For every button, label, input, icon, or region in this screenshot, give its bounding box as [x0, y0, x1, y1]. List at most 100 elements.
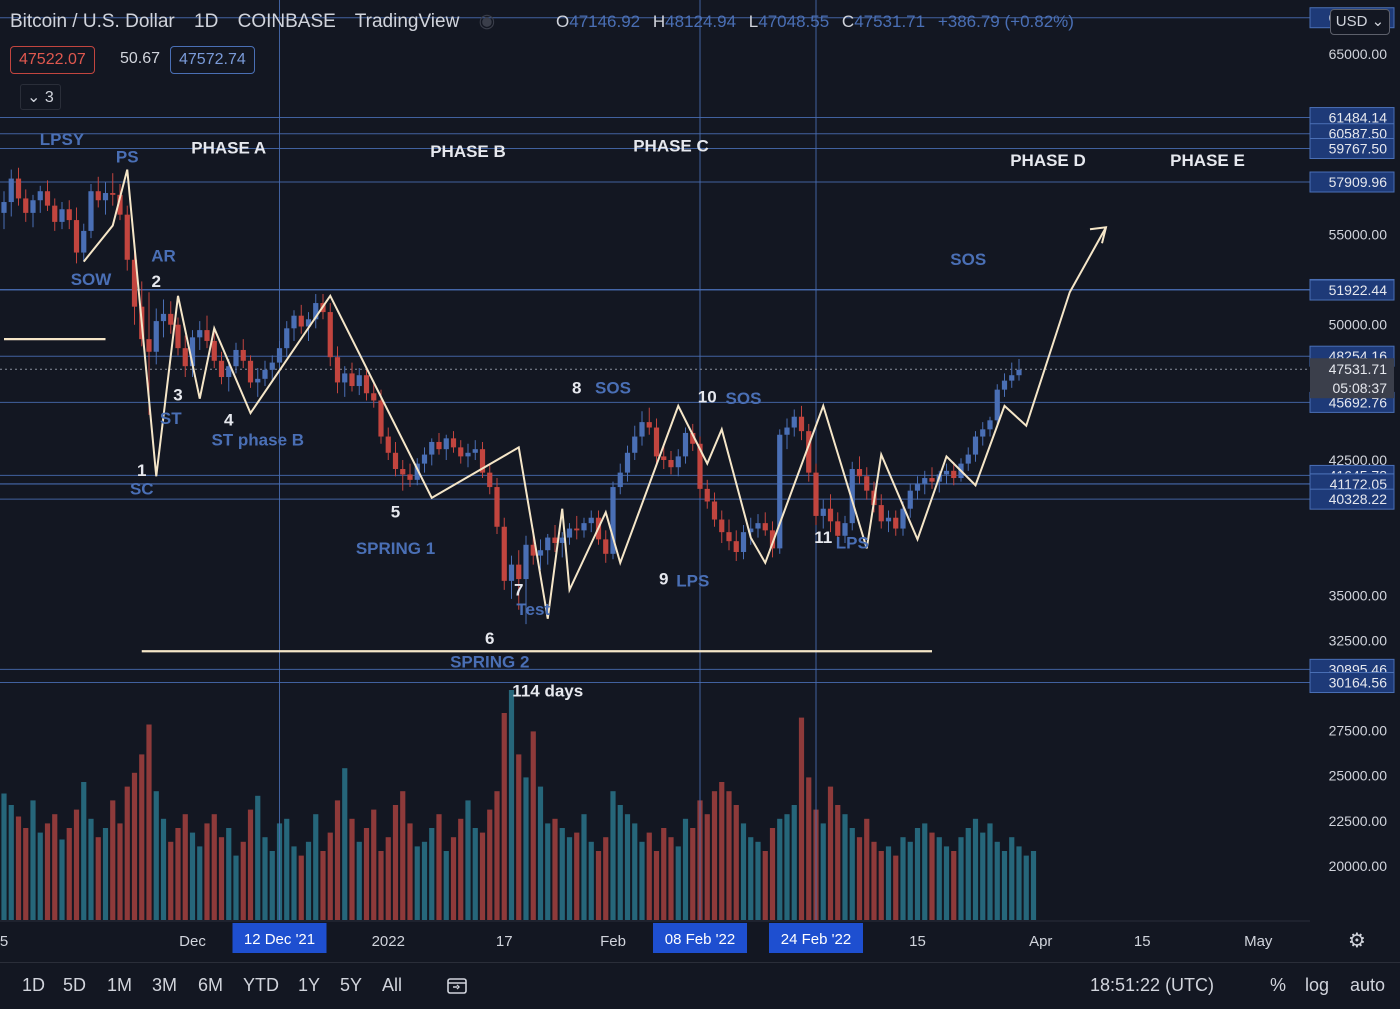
- candle-body: [617, 472, 623, 488]
- candle-body: [59, 209, 65, 222]
- volume-bar: [646, 832, 652, 920]
- volume-bar: [740, 823, 747, 920]
- volume-bar: [110, 800, 116, 920]
- level-price-label: 51922.44: [1329, 282, 1388, 298]
- symbol-header[interactable]: Bitcoin / U.S. Dollar 1D COINBASE Tradin…: [10, 10, 509, 33]
- close-value: 47531.71: [854, 12, 926, 31]
- timeframe-button-6m[interactable]: 6M: [198, 975, 224, 995]
- candle-body: [922, 478, 928, 484]
- volume-bar: [378, 851, 384, 920]
- indicators-collapse-button[interactable]: ⌄ 3: [20, 84, 61, 110]
- buy-button[interactable]: 47572.74: [170, 46, 255, 74]
- candle-body: [661, 456, 667, 460]
- auto-toggle[interactable]: auto: [1350, 975, 1386, 995]
- candle-body: [102, 193, 109, 201]
- zigzag-layer: [82, 169, 1108, 619]
- candle-body: [392, 452, 399, 470]
- timeframe-button-1y[interactable]: 1Y: [298, 975, 321, 995]
- volume-bar: [385, 837, 391, 920]
- timeframe-button-all[interactable]: All: [382, 975, 403, 995]
- timeframe-button-3m[interactable]: 3M: [152, 975, 178, 995]
- candle-body: [44, 191, 51, 206]
- volume-bar: [806, 777, 812, 920]
- sell-button[interactable]: 47522.07: [10, 46, 95, 74]
- volume-bar: [798, 717, 805, 920]
- candle-body: [987, 420, 993, 430]
- volume-bar: [407, 823, 413, 920]
- volume-bar: [632, 823, 638, 920]
- annotation-label: PS: [116, 147, 139, 166]
- annotation-label: 5: [391, 503, 400, 522]
- annotation-label: 6: [485, 629, 494, 648]
- candle-body: [385, 436, 391, 453]
- annotation-label: SPRING 1: [356, 539, 435, 558]
- volume-bar: [334, 800, 341, 920]
- bar-countdown-label: 05:08:37: [1333, 380, 1388, 396]
- candle-body: [95, 191, 101, 201]
- candle-body: [994, 389, 1000, 421]
- candle-body: [81, 230, 87, 253]
- candle-body: [632, 436, 638, 453]
- volume-bar: [574, 832, 580, 920]
- candle-body: [581, 523, 587, 531]
- volume-bar: [835, 805, 841, 920]
- volume-bar: [349, 818, 355, 920]
- candle-body: [269, 362, 275, 370]
- candle-body: [146, 339, 152, 352]
- volume-bar: [537, 786, 544, 920]
- timeframe-button-ytd[interactable]: YTD: [243, 975, 279, 995]
- volume-bar: [262, 837, 268, 920]
- candle-body: [719, 519, 725, 533]
- volume-bar: [682, 818, 689, 920]
- volume-bar: [168, 841, 174, 920]
- log-toggle[interactable]: log: [1305, 975, 1330, 995]
- candle-body: [559, 537, 565, 543]
- date-marker-label: 12 Dec '21: [244, 931, 315, 948]
- candle-body: [972, 436, 979, 455]
- candle-body: [211, 340, 217, 361]
- date-range-icon[interactable]: [446, 975, 468, 1000]
- percent-toggle[interactable]: %: [1270, 975, 1287, 995]
- volume-bar: [414, 846, 420, 920]
- timeframe-button-1d[interactable]: 1D: [22, 975, 46, 995]
- annotation-label: 2: [152, 272, 161, 291]
- volume-bar: [226, 828, 232, 920]
- annotation-label: 11: [814, 528, 832, 547]
- spread-value: 50.67: [120, 50, 161, 67]
- annotation-label: AR: [151, 247, 176, 266]
- volume-bar: [429, 828, 435, 920]
- gear-icon[interactable]: ⚙: [1348, 928, 1366, 952]
- candle-body: [675, 456, 681, 468]
- date-marker-label: 24 Feb '22: [781, 931, 851, 948]
- volume-bar: [588, 841, 594, 920]
- volume-bar: [624, 814, 631, 920]
- volume-bar: [929, 832, 935, 920]
- candle-body: [965, 454, 971, 464]
- annotation-label: ST phase B: [211, 431, 304, 450]
- annotation-label: 114 days: [512, 681, 583, 700]
- timeframe-button-5d[interactable]: 5D: [63, 975, 87, 995]
- timeframe-button-1m[interactable]: 1M: [107, 975, 133, 995]
- volume-bar: [530, 731, 536, 920]
- candle-body: [226, 366, 232, 378]
- currency-select[interactable]: USD ⌄: [1330, 9, 1390, 35]
- candle-body: [740, 532, 747, 552]
- candle-body: [189, 337, 196, 367]
- volume-bar: [552, 818, 558, 920]
- clock-readout[interactable]: 18:51:22 (UTC): [1090, 975, 1215, 995]
- timeframe-button-5y[interactable]: 5Y: [340, 975, 363, 995]
- candle-body: [479, 449, 486, 473]
- candle-body: [407, 474, 413, 480]
- high-label: H: [652, 12, 666, 31]
- volume-bar: [233, 855, 239, 920]
- candle-body: [842, 523, 848, 536]
- volume-bar: [465, 800, 471, 920]
- phase-label: PHASE E: [1170, 151, 1245, 170]
- open-value: 47146.92: [569, 12, 641, 31]
- volume-bar: [392, 805, 399, 920]
- candle-body: [697, 443, 703, 489]
- volume-bar: [458, 818, 464, 920]
- volume-bar: [240, 841, 246, 920]
- candle-body: [465, 452, 471, 457]
